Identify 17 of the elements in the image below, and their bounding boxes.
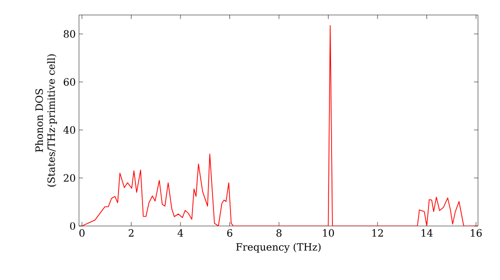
y-axis-title: Phonon DOS (States/THz·primitive cell) [35,54,57,187]
x-tick-label: 12 [372,229,383,237]
y-tick-label: 60 [64,78,76,86]
y-tick-label: 0 [70,222,76,230]
x-tick-label: 2 [128,229,134,237]
x-tick-label: 0 [79,229,84,237]
line-series [82,25,478,226]
x-tick-label: 4 [178,229,184,237]
x-axis-title: Frequency (THz) [236,242,321,253]
x-tick-label: 10 [323,229,334,237]
x-tick-label: 16 [470,229,482,237]
y-tick-label: 40 [63,126,76,134]
x-tick-label: 8 [276,229,282,237]
y-tick-label: 80 [64,30,76,38]
x-tick-label: 14 [422,229,433,237]
x-tick-label: 6 [227,229,232,237]
y-tick-label: 20 [64,174,76,182]
